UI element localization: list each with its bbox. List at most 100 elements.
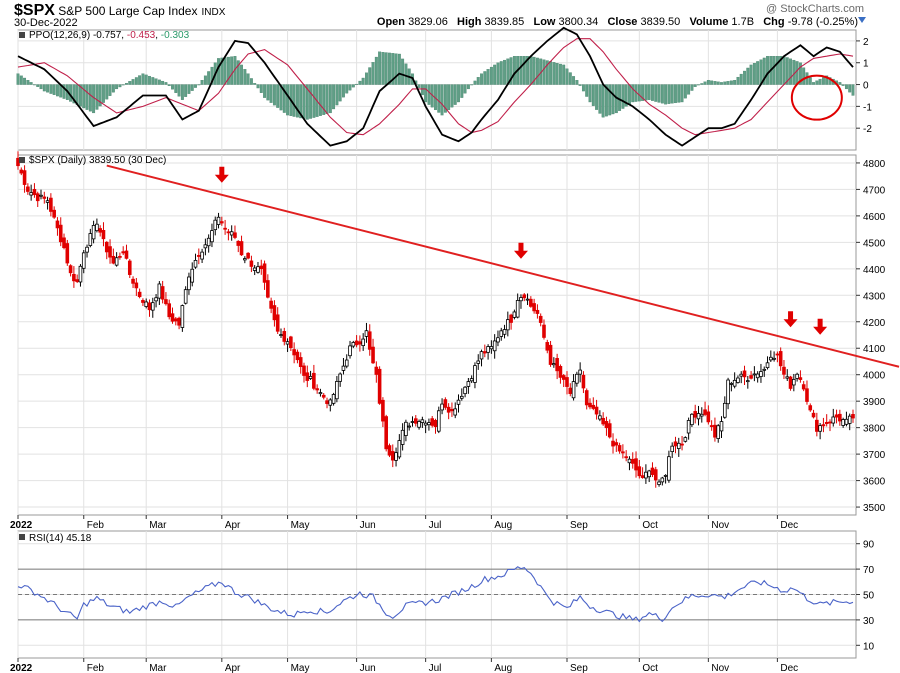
ppo-hist-bar — [200, 80, 204, 85]
ppo-hist-bar — [700, 83, 704, 85]
candle-body — [561, 375, 566, 380]
candle-body — [279, 334, 283, 336]
candle-body — [453, 408, 458, 416]
ppo-hist-bar — [39, 84, 43, 90]
candle-body — [492, 340, 497, 352]
candle-body — [266, 280, 270, 298]
candle-body — [676, 442, 681, 449]
candle-body — [193, 259, 198, 268]
candle-body — [496, 337, 500, 343]
price-y-tick-label-3700: 3700 — [863, 450, 886, 461]
ppo-hist-bar — [657, 84, 661, 103]
candle-body — [252, 267, 257, 271]
ppo-hist-bar — [532, 56, 536, 85]
candle-body — [841, 419, 845, 426]
ppo-hist-bar — [651, 84, 654, 101]
candle-body — [335, 381, 339, 400]
ppo-hist-bar — [443, 84, 447, 113]
ppo-y-tick-label-1: 1 — [863, 59, 869, 70]
candle-body — [187, 276, 191, 291]
candle-body — [739, 373, 744, 377]
candle-body — [719, 421, 724, 432]
ppo-hist-bar — [19, 75, 23, 85]
ppo-hist-bar — [562, 64, 566, 85]
rsi-x-tick-label-3: Apr — [225, 663, 241, 673]
candle-body — [85, 246, 89, 253]
dropdown-arrow-icon[interactable] — [858, 17, 866, 23]
ppo-hist-bar — [440, 84, 444, 116]
ppo-hist-bar — [32, 84, 36, 86]
candle-body — [440, 403, 444, 411]
low-value: 3800.34 — [558, 16, 599, 28]
ppo-hist-bar — [249, 78, 253, 85]
ppo-hist-bar — [453, 84, 457, 105]
ppo-hist-bar — [815, 80, 819, 85]
candle-body — [509, 314, 513, 323]
ppo-hist-bar — [286, 84, 290, 116]
ppo-hist-bar — [828, 77, 832, 85]
ppo-hist-bar — [138, 75, 142, 85]
ppo-hist-bar — [246, 73, 250, 85]
ppo-hist-bar — [766, 56, 769, 85]
candle-body — [131, 278, 135, 284]
candle-body — [404, 421, 408, 436]
candle-body — [147, 302, 152, 311]
price-x-tick-label-11: Dec — [780, 520, 798, 531]
ppo-hist-bar — [575, 80, 579, 85]
ppo-hist-bar — [568, 72, 572, 85]
ppo-hist-bar — [276, 84, 280, 108]
candle-body — [197, 255, 201, 257]
ppo-hist-bar — [295, 84, 299, 118]
candle-body — [256, 266, 260, 273]
ppo-hist-bar — [608, 84, 612, 116]
ppo-hist-bar — [529, 56, 533, 85]
close-value: 3839.50 — [640, 16, 681, 28]
ppo-hist-bar — [82, 84, 86, 109]
candle-body — [114, 257, 119, 266]
ppo-hist-bar — [217, 58, 220, 85]
ppo-hist-bar — [460, 84, 464, 98]
index-name: S&P 500 Large Cap Index — [58, 4, 198, 18]
ppo-hist-bar — [683, 84, 687, 99]
ppo-hist-bar — [394, 53, 398, 85]
ppo-hist-bar — [624, 84, 628, 107]
exchange: INDX — [201, 7, 226, 18]
candle-body — [371, 346, 375, 364]
ppo-hist-bar — [108, 84, 112, 96]
ppo-hist-bar — [736, 76, 740, 85]
candle-body — [423, 422, 428, 426]
candle-body — [749, 375, 753, 379]
ppo-hist-bar — [716, 81, 720, 85]
ppo-hist-bar — [690, 84, 694, 91]
candle-body — [847, 415, 852, 424]
candle-body — [479, 351, 484, 360]
candle-body — [591, 404, 596, 409]
candle-body — [315, 388, 319, 391]
price-y-tick-label-4600: 4600 — [863, 212, 886, 223]
candle-body — [578, 369, 582, 375]
candle-body — [808, 405, 813, 411]
ppo-hist-bar — [572, 76, 576, 85]
rsi-y-tick-label-50: 50 — [863, 591, 875, 602]
candle-body — [164, 299, 168, 305]
candle-body — [824, 421, 829, 424]
candle-body — [722, 402, 727, 418]
candle-body — [673, 441, 678, 447]
ppo-hist-bar — [361, 77, 365, 85]
candle-body — [769, 356, 773, 361]
candle-body — [433, 419, 438, 428]
ppo-hist-bar — [706, 80, 710, 85]
candle-body — [101, 230, 106, 240]
ppo-hist-bar — [243, 69, 247, 85]
rsi-x-tick-label-11: Dec — [780, 663, 798, 673]
price-frame — [17, 154, 857, 516]
candle-body — [262, 263, 267, 283]
candle-body — [755, 373, 760, 379]
candle-body — [456, 399, 461, 405]
ppo-y-tick-label-2: 2 — [863, 37, 869, 48]
candle-body — [390, 451, 395, 461]
candle-body — [78, 265, 83, 283]
rsi-x-tick-label-9: Oct — [642, 663, 658, 673]
price-x-tick-label-5: Jun — [360, 520, 376, 531]
price-y-tick-label-4200: 4200 — [863, 318, 886, 329]
